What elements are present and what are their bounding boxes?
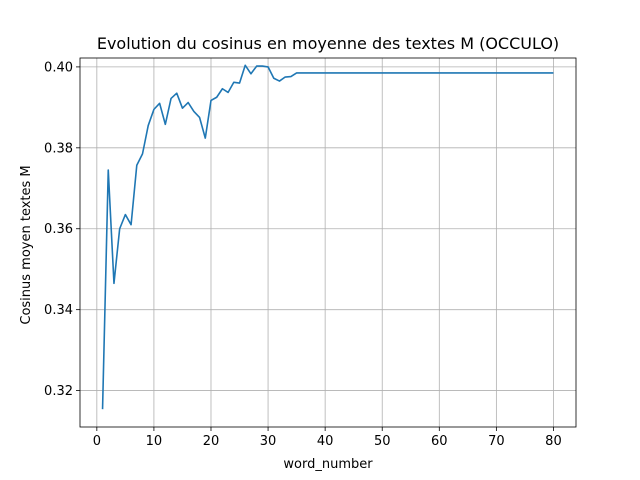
y-tick-label: 0.34: [44, 303, 73, 318]
x-tick-label: 0: [93, 434, 101, 449]
x-tick-label: 50: [374, 434, 391, 449]
y-axis-label: Cosinus moyen textes M: [19, 165, 34, 324]
x-axis-label: word_number: [283, 457, 373, 472]
tick-layer: 0 10 20 30 40 50 60 70 80 0.32 0.34 0.36 0.38 0.40: [44, 60, 562, 449]
x-tick-label: 40: [317, 434, 334, 449]
y-tick-label: 0.40: [44, 60, 73, 75]
x-tick-label: 70: [488, 434, 505, 449]
plot-frame: [79, 57, 577, 428]
series-line: [101, 64, 554, 410]
x-tick-label: 10: [146, 434, 163, 449]
x-tick-label: 80: [545, 434, 562, 449]
series-layer: [101, 64, 554, 410]
chart-title: Evolution du cosinus en moyenne des text…: [97, 34, 559, 53]
x-tick-label: 30: [260, 434, 277, 449]
y-tick-label: 0.32: [44, 384, 73, 399]
grid-layer: [80, 58, 576, 427]
x-tick-label: 60: [431, 434, 448, 449]
y-tick-label: 0.36: [44, 222, 73, 237]
x-tick-label: 20: [203, 434, 220, 449]
y-tick-label: 0.38: [44, 141, 73, 156]
